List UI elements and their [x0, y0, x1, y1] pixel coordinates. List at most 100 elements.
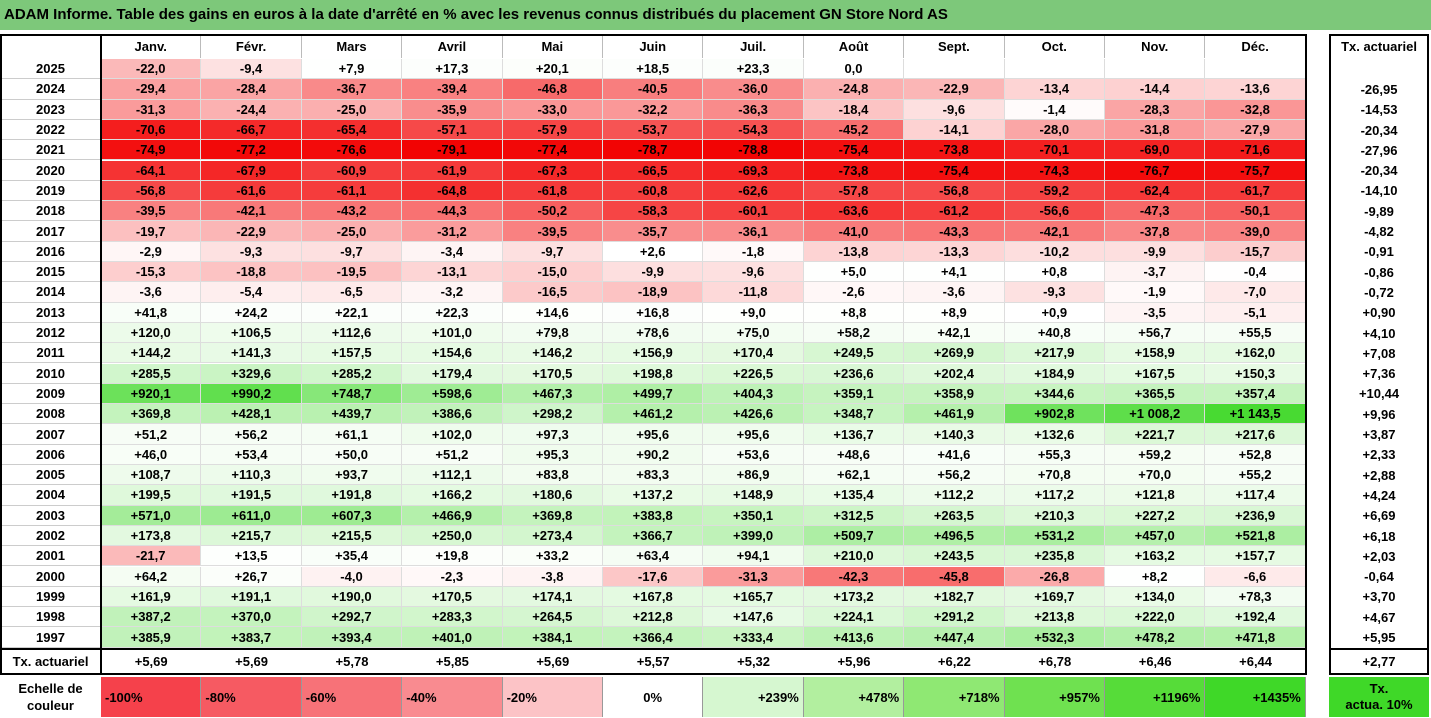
- tx-header: Tx. actuariel: [1341, 38, 1417, 54]
- table-cell: +227,2: [1105, 505, 1206, 526]
- table-cell: +53,4: [201, 444, 302, 465]
- year-label: 1999: [0, 587, 101, 608]
- table-cell: +150,3: [1205, 363, 1306, 384]
- table-cell: -61,2: [904, 201, 1005, 222]
- tx-value: -14,53: [1360, 102, 1398, 118]
- scale-swatch: -80%: [201, 677, 302, 717]
- table-cell: -31,8: [1105, 119, 1206, 141]
- year-label: 2014: [0, 282, 101, 303]
- tx-value: -26,95: [1360, 81, 1398, 97]
- table-cell: +110,3: [201, 465, 302, 486]
- table-cell: +95,3: [502, 444, 603, 465]
- column-header: Juin: [603, 34, 704, 58]
- table-cell: +447,4: [904, 627, 1005, 648]
- table-cell: +283,3: [402, 607, 503, 628]
- table-cell: +158,9: [1105, 343, 1206, 364]
- table-cell: +169,7: [1004, 586, 1105, 608]
- footer-label: Tx. actuariel: [12, 654, 89, 670]
- scale-legend-line: actua. 10%: [1345, 697, 1413, 712]
- table-cell: -9,9: [1105, 241, 1206, 262]
- table-cell: -58,3: [603, 201, 704, 222]
- footer-value: +6,44: [1239, 654, 1273, 670]
- table-cell: +97,3: [502, 424, 603, 445]
- table-cell: +22,3: [402, 302, 503, 323]
- table-cell: +162,0: [1205, 343, 1306, 364]
- table-cell: +222,0: [1105, 607, 1206, 628]
- table-cell: +748,7: [301, 383, 403, 405]
- table-cell: -28,3: [1105, 99, 1206, 120]
- table-cell: -64,1: [101, 160, 202, 181]
- table-cell: +64,2: [101, 566, 202, 587]
- table-cell: -61,9: [402, 160, 503, 181]
- tx-value: -0,64: [1364, 569, 1394, 585]
- table-cell: +173,8: [101, 525, 202, 547]
- column-header: Juil.: [703, 34, 804, 58]
- table-cell: -22,0: [101, 59, 202, 80]
- table-cell: +224,1: [803, 607, 905, 628]
- table-cell: +55,3: [1004, 444, 1105, 465]
- table-cell: -36,0: [703, 79, 804, 100]
- table-cell: +2,6: [603, 241, 704, 262]
- table-cell: +17,3: [402, 59, 503, 80]
- table-cell: +366,4: [603, 627, 704, 648]
- tx-value: +5,95: [1362, 630, 1396, 646]
- table-cell: +199,5: [101, 485, 202, 506]
- table-cell: +191,1: [201, 586, 302, 608]
- table-cell: +55,5: [1205, 322, 1306, 344]
- table-cell: -67,9: [201, 160, 302, 181]
- table-cell: -6,6: [1205, 566, 1306, 587]
- table-cell: +217,9: [1004, 343, 1105, 364]
- tx-value: +7,36: [1362, 366, 1396, 382]
- table-cell: -61,8: [502, 180, 603, 202]
- table-cell: +467,3: [502, 383, 603, 405]
- year-label: 2016: [0, 242, 101, 262]
- table-cell: +383,7: [201, 627, 302, 648]
- year-label: 2010: [0, 364, 101, 384]
- table-cell: +22,1: [301, 302, 403, 323]
- table-cell: +51,2: [402, 444, 503, 465]
- table-cell: -22,9: [904, 79, 1005, 100]
- table-cell: 0,0: [803, 59, 905, 80]
- scale-swatch: +718%: [904, 677, 1005, 717]
- table-cell: -15,0: [502, 262, 603, 283]
- table-cell: -71,6: [1205, 140, 1306, 161]
- year-label: 2011: [0, 343, 101, 364]
- table-cell: -15,3: [101, 262, 202, 283]
- table-cell: -77,2: [201, 140, 302, 161]
- table-cell: -62,4: [1105, 180, 1206, 202]
- table-cell: -3,4: [402, 241, 503, 262]
- column-header: Août: [804, 34, 905, 58]
- table-cell: +263,5: [904, 505, 1005, 526]
- table-cell: -61,7: [1205, 180, 1306, 202]
- table-cell: +135,4: [803, 485, 905, 506]
- scale-swatch: -60%: [301, 677, 403, 717]
- table-cell: +366,7: [603, 525, 704, 547]
- table-cell: +0,9: [1004, 302, 1105, 323]
- table-cell: -39,4: [402, 79, 503, 100]
- table-cell: +399,0: [703, 525, 804, 547]
- table-cell: -1,8: [703, 241, 804, 262]
- table-cell: -69,3: [703, 160, 804, 181]
- table-cell: -65,4: [301, 119, 403, 141]
- table-cell: +532,3: [1004, 627, 1105, 648]
- table-cell: +298,2: [502, 404, 603, 425]
- table-cell: +106,5: [201, 322, 302, 344]
- year-label: 1997: [0, 627, 101, 648]
- scale-swatch: -20%: [502, 677, 603, 717]
- table-cell: -5,4: [201, 282, 302, 303]
- scale-label-line: Echelle de: [18, 681, 83, 696]
- table-cell: -9,9: [603, 262, 704, 283]
- footer-value: +5,69: [536, 654, 570, 670]
- year-label: 2018: [0, 201, 101, 222]
- table-cell: +20,1: [502, 59, 603, 80]
- table-cell: -27,9: [1205, 119, 1306, 141]
- table-cell: +161,9: [101, 586, 202, 608]
- table-cell: -67,3: [502, 160, 603, 181]
- tx-value: +3,70: [1362, 589, 1396, 605]
- tx-value: +9,96: [1362, 406, 1396, 422]
- year-label: 2009: [0, 384, 101, 405]
- table-cell: +95,6: [703, 424, 804, 445]
- table-cell: -36,1: [703, 221, 804, 242]
- year-label: 2006: [0, 445, 101, 465]
- footer-value: +6,22: [937, 654, 971, 670]
